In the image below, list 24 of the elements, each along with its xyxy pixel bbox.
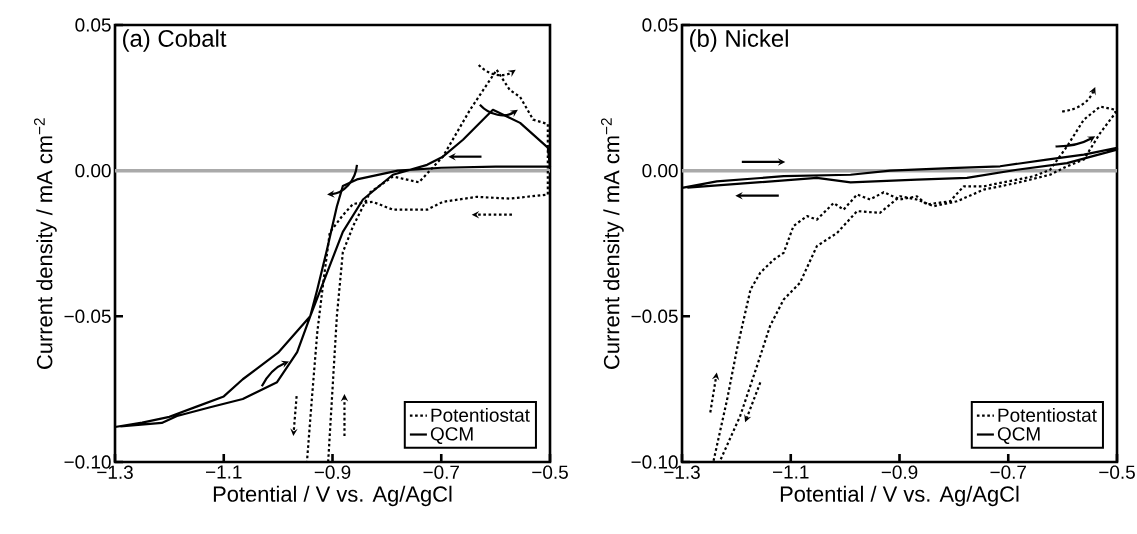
y-axis-title: Current density / mA cm$^{−2}$: [33, 118, 57, 369]
annotation: (b) Nickel: [690, 29, 788, 52]
legend-label: Potentiostat: [998, 407, 1097, 422]
x-tick-label: −0.7: [990, 465, 1026, 479]
y-tick-label: 0.05: [642, 18, 678, 32]
x-tick-label: −0.9: [314, 465, 351, 479]
y-tick-label: 0.05: [75, 18, 111, 32]
x-tick-label: −1.1: [206, 465, 242, 479]
x-tick-label: −0.5: [532, 465, 568, 479]
x-tick-label: −0.5: [1099, 465, 1135, 479]
y-tick-label: −0.05: [64, 309, 111, 324]
legend-label: QCM: [997, 427, 1040, 444]
y-tick-label: 0.00: [75, 163, 111, 178]
x-tick-label: −0.9: [881, 465, 918, 479]
legend-label: Potentiostat: [431, 407, 530, 422]
legend-label: QCM: [430, 427, 473, 444]
y-tick-label: 0.00: [642, 163, 678, 178]
y-tick-label: −0.05: [631, 309, 678, 324]
x-axis-title: Potential / V vs. Ag/AgCl: [780, 485, 1019, 507]
annotation: (a) Cobalt: [123, 29, 227, 52]
x-tick-label: −1.1: [773, 465, 809, 479]
y-axis-title: Current density / mA cm$^{−2}$: [600, 118, 624, 369]
x-tick-label: −0.7: [423, 465, 459, 479]
x-axis-title: Potential / V vs. Ag/AgCl: [213, 485, 452, 507]
